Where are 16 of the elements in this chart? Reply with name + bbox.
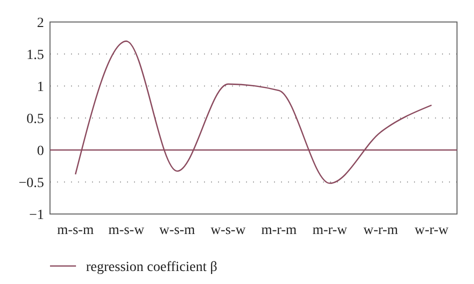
x-tick-label: w-r-w: [414, 223, 450, 238]
x-tick-label: m-s-m: [57, 223, 94, 238]
x-tick-label: w-r-m: [363, 223, 398, 238]
legend-label: regression coefficient β: [86, 260, 218, 275]
x-tick-label: w-s-w: [210, 223, 246, 238]
y-tick-label: 1: [37, 80, 44, 95]
x-tick-label: m-r-w: [312, 223, 348, 238]
x-tick-label: w-s-m: [159, 223, 196, 238]
y-tick-label: 0.5: [26, 112, 44, 127]
x-tick-label: m-s-w: [108, 223, 146, 238]
y-tick-label: −1: [29, 208, 44, 223]
y-tick-label: 2: [37, 16, 44, 31]
x-tick-label: m-r-m: [261, 223, 297, 238]
y-tick-label: 0: [37, 144, 44, 159]
y-tick-label: −0.5: [18, 176, 44, 191]
y-tick-label: 1.5: [26, 48, 44, 63]
